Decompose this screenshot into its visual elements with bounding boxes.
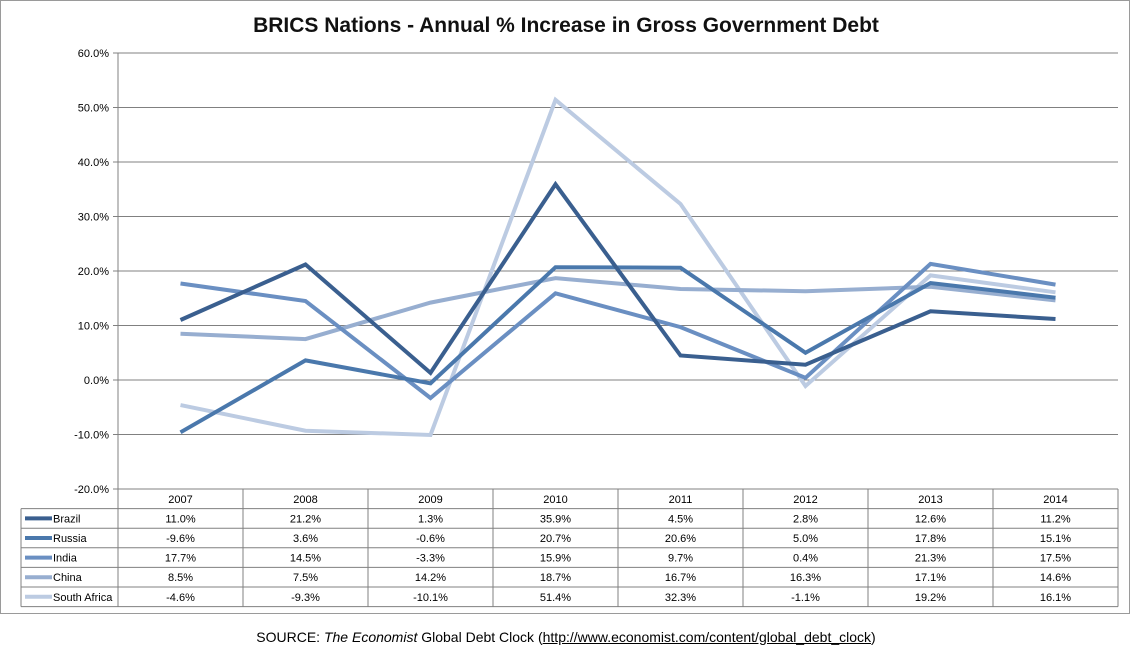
y-tick-label: 30.0% — [78, 212, 109, 224]
y-tick-label: 50.0% — [78, 103, 109, 115]
data-cell-label: 21.2% — [290, 513, 321, 525]
data-cell-label: 14.5% — [290, 553, 321, 565]
chart-frame: BRICS Nations - Annual % Increase in Gro… — [0, 0, 1130, 614]
data-cell-label: -3.3% — [416, 553, 445, 565]
y-tick-label: 60.0% — [78, 48, 109, 60]
legend-label: India — [53, 553, 78, 565]
y-tick-label: 0.0% — [84, 375, 109, 387]
line-chart: BRICS Nations - Annual % Increase in Gro… — [20, 14, 1119, 608]
source-prefix: SOURCE: — [256, 629, 324, 645]
data-cell-label: 17.7% — [165, 553, 196, 565]
data-cell-label: -9.3% — [291, 592, 320, 604]
data-cell-label: 5.0% — [793, 533, 818, 545]
data-cell-label: 32.3% — [665, 592, 696, 604]
source-note: SOURCE: The Economist Global Debt Clock … — [0, 629, 1132, 645]
legend-label: South Africa — [53, 592, 113, 604]
series-line-russia — [179, 265, 1056, 435]
data-cell-label: 7.5% — [293, 572, 318, 584]
data-cell-label: 16.3% — [790, 572, 821, 584]
data-cell-label: 2.8% — [793, 513, 818, 525]
data-cell-label: 20.6% — [665, 533, 696, 545]
data-cell-label: 18.7% — [540, 572, 571, 584]
data-cell-label: 12.6% — [915, 513, 946, 525]
source-middle: Global Debt Clock ( — [417, 629, 543, 645]
x-tick-label: 2007 — [168, 494, 192, 506]
data-cell-label: 17.8% — [915, 533, 946, 545]
series-line-india — [180, 261, 1056, 401]
data-cell-label: 16.1% — [1040, 592, 1071, 604]
data-cell-label: -4.6% — [166, 592, 195, 604]
source-suffix: ) — [871, 629, 876, 645]
data-cell-label: 15.1% — [1040, 533, 1071, 545]
data-cell-label: 51.4% — [540, 592, 571, 604]
data-cell-label: 20.7% — [540, 533, 571, 545]
data-cell-label: 16.7% — [665, 572, 696, 584]
data-cell-label: -9.6% — [166, 533, 195, 545]
source-publication: The Economist — [323, 629, 418, 645]
data-cell-label: -0.6% — [416, 533, 445, 545]
data-cell-label: 35.9% — [540, 513, 571, 525]
x-tick-label: 2012 — [793, 494, 817, 506]
x-tick-label: 2011 — [669, 494, 693, 506]
data-cell-label: -10.1% — [413, 592, 448, 604]
data-cell-label: -1.1% — [791, 592, 820, 604]
source-link[interactable]: http://www.economist.com/content/global_… — [542, 629, 872, 645]
x-tick-label: 2014 — [1043, 494, 1067, 506]
y-tick-label: -20.0% — [74, 484, 109, 496]
legend-label: Brazil — [53, 513, 81, 525]
data-cell-label: 21.3% — [915, 553, 946, 565]
data-cell-label: 17.1% — [915, 572, 946, 584]
y-axis-ticks: 60.0% 50.0% 40.0% 30.0% 20.0% 10.0% 0.0% -10.0%… — [74, 48, 109, 496]
series-line-brazil — [179, 180, 1056, 376]
data-cell-label: 8.5% — [168, 572, 193, 584]
series-lines — [179, 96, 1056, 438]
data-cell-label: 0.4% — [793, 553, 818, 565]
x-tick-label: 2010 — [543, 494, 567, 506]
data-table: 2007 2008 2009 2010 2011 2012 2013 2014 Brazil 11… — [20, 488, 1119, 608]
y-tick-label: 10.0% — [78, 321, 109, 333]
data-cell-label: 1.3% — [418, 513, 443, 525]
x-tick-label: 2009 — [418, 494, 442, 506]
y-tick-label: 20.0% — [78, 266, 109, 278]
data-cell-label: 11.0% — [165, 513, 196, 525]
y-tick-label: 40.0% — [78, 157, 109, 169]
data-cell-label: 3.6% — [293, 533, 318, 545]
data-cell-label: 17.5% — [1040, 553, 1071, 565]
y-tick-label: -10.0% — [74, 430, 109, 442]
legend-label: China — [53, 572, 83, 584]
data-cell-label: 14.6% — [1040, 572, 1071, 584]
x-tick-label: 2013 — [918, 494, 942, 506]
legend-label: Russia — [53, 533, 88, 545]
data-cell-label: 15.9% — [540, 553, 571, 565]
chart-title: BRICS Nations - Annual % Increase in Gro… — [253, 14, 879, 37]
data-cell-label: 19.2% — [915, 592, 946, 604]
data-cell-label: 9.7% — [668, 553, 693, 565]
data-cell-label: 14.2% — [415, 572, 446, 584]
data-cell-label: 11.2% — [1040, 513, 1071, 525]
x-tick-label: 2008 — [293, 494, 317, 506]
data-cell-label: 4.5% — [668, 513, 693, 525]
series-line-china — [180, 276, 1056, 342]
